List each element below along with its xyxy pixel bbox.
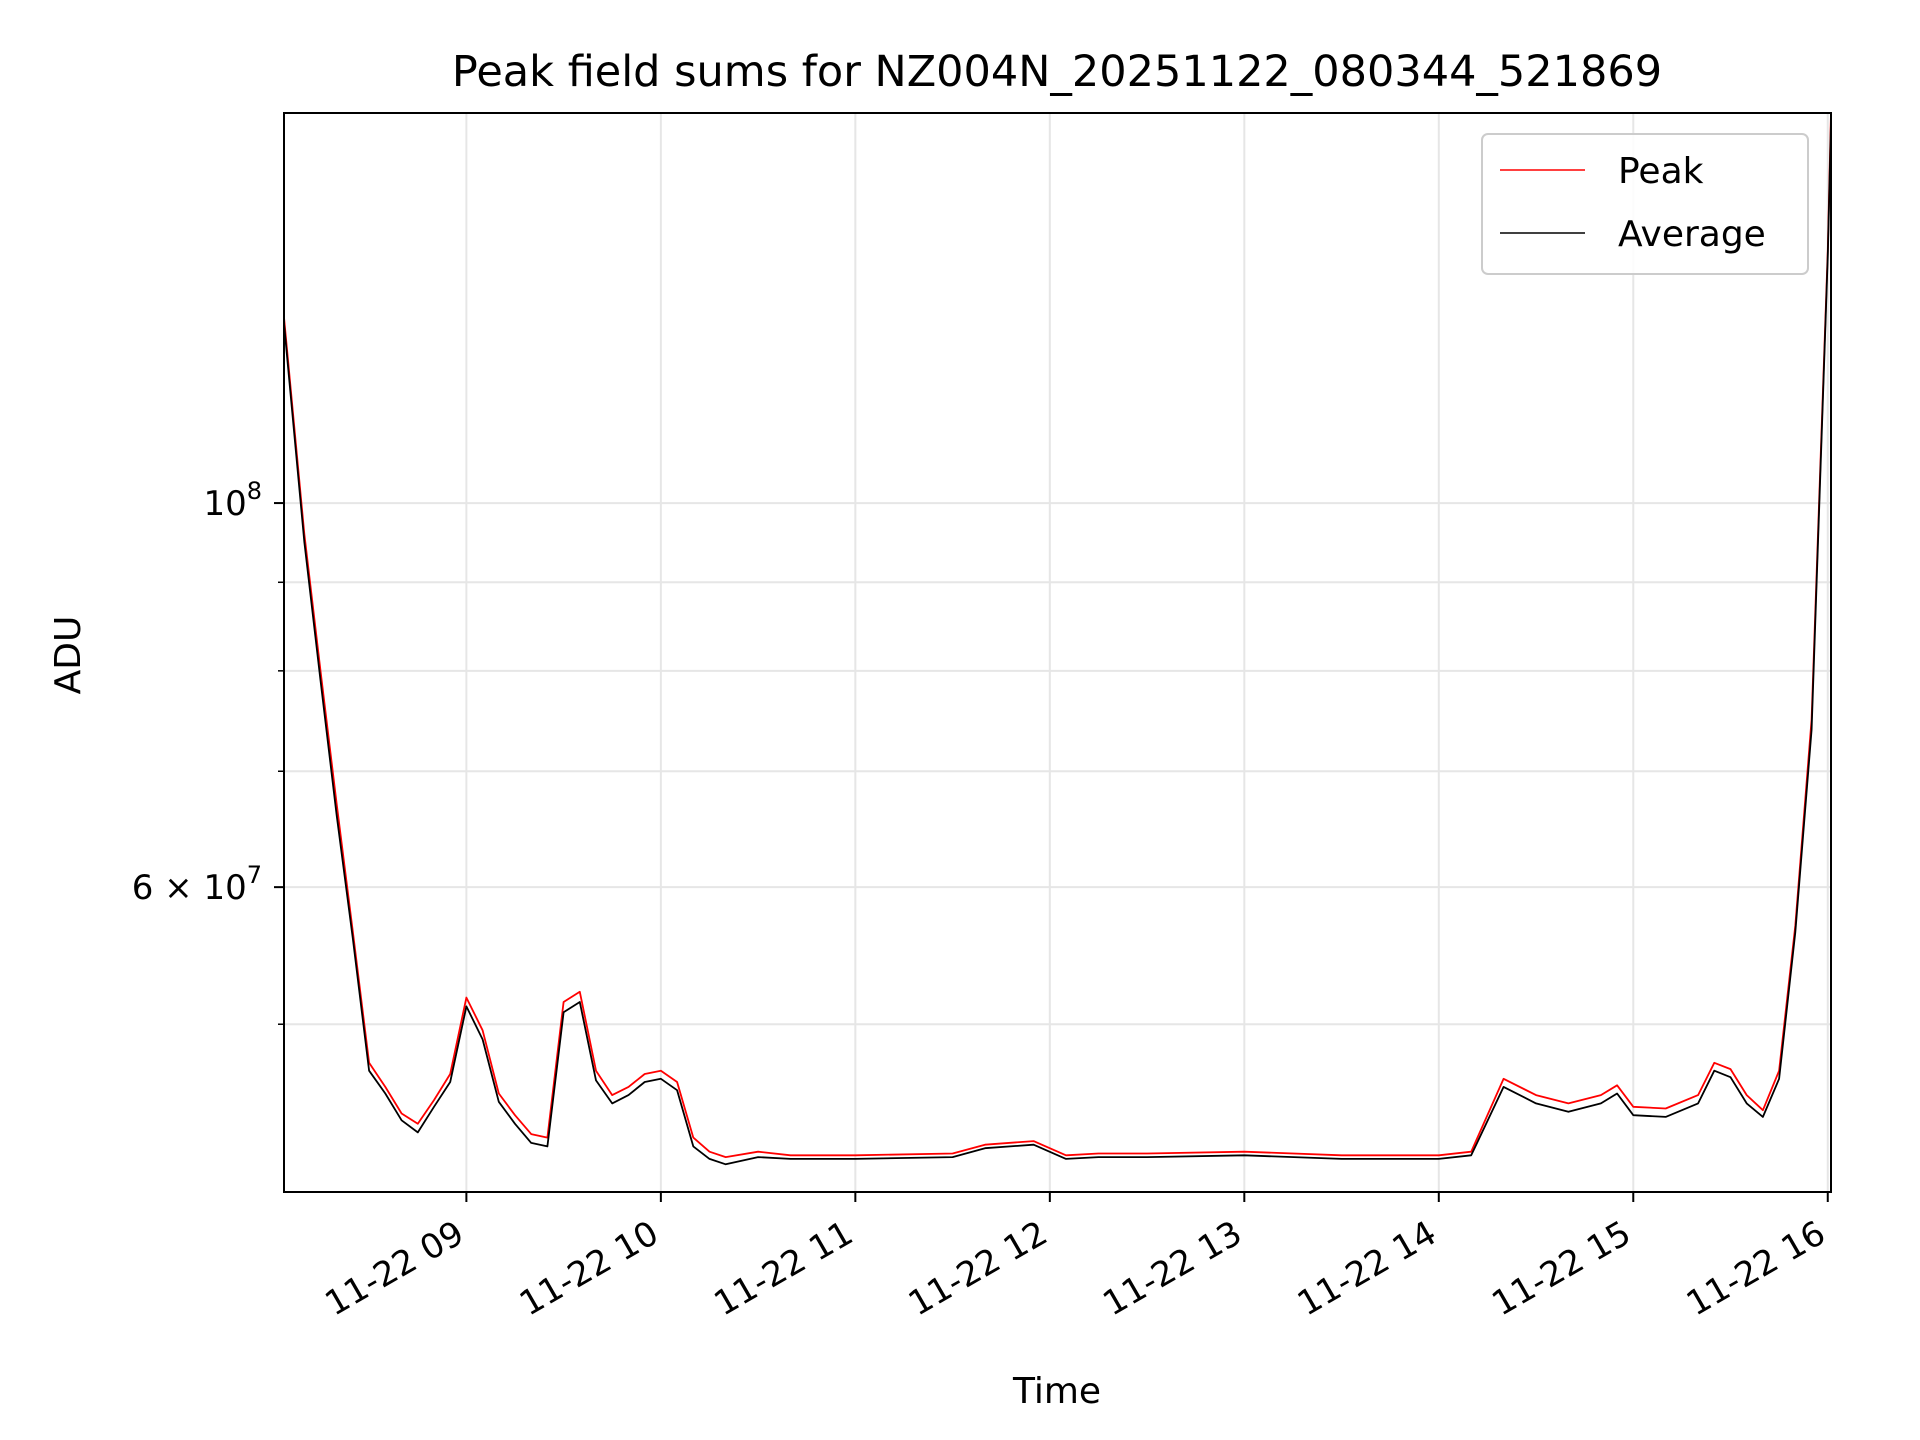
- x-axis-label: Time: [1012, 1371, 1101, 1412]
- series-line-average: [284, 121, 1831, 1166]
- legend-label-peak: Peak: [1618, 151, 1704, 192]
- legend-label-average: Average: [1618, 214, 1766, 255]
- y-tick-base: 10: [203, 484, 246, 524]
- y-axis-label: ADU: [48, 616, 89, 695]
- series-lines: [284, 113, 1831, 1166]
- y-tick-label: 108: [203, 477, 262, 524]
- y-tick-label: 6 × 107: [132, 861, 262, 908]
- chart-title: Peak field sums for NZ004N_20251122_0803…: [452, 47, 1662, 97]
- y-tick-base: 6 × 10: [132, 868, 247, 908]
- legend-box: [1481, 133, 1809, 275]
- grid-lines: [284, 113, 1831, 1192]
- y-tick-exponent: 8: [247, 477, 262, 505]
- plot-area-frame: [283, 112, 1832, 1193]
- series-line-peak: [284, 113, 1831, 1158]
- legend: Peak Average: [1481, 133, 1809, 275]
- y-tick-exponent: 7: [247, 861, 262, 889]
